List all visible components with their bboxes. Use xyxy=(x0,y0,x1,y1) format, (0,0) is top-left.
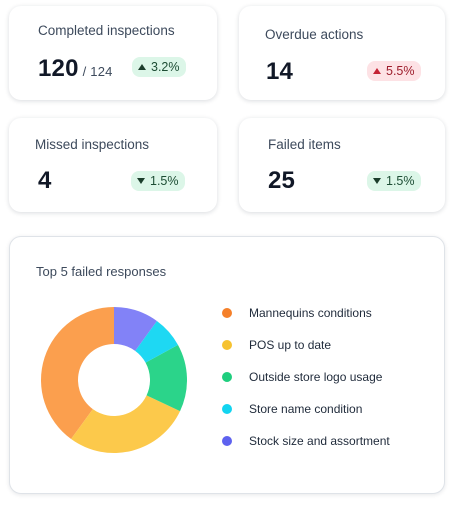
chart-title: Top 5 failed responses xyxy=(36,264,167,279)
legend-item-store-name-condition[interactable]: Store name condition xyxy=(222,402,362,416)
card-title: Overdue actions xyxy=(265,27,364,42)
legend-label: Stock size and assortment xyxy=(249,434,390,448)
arrow-down-icon xyxy=(137,178,145,184)
trend-value: 3.2% xyxy=(151,60,180,74)
card-overdue-actions[interactable]: Overdue actions 14 5.5% xyxy=(239,6,445,100)
metric-total: / 124 xyxy=(82,64,113,79)
trend-value: 1.5% xyxy=(150,174,179,188)
card-missed-inspections[interactable]: Missed inspections 4 1.5% xyxy=(9,118,217,212)
card-title: Completed inspections xyxy=(38,23,175,38)
legend-item-stock-size-and-assortment[interactable]: Stock size and assortment xyxy=(222,434,390,448)
arrow-up-icon xyxy=(373,68,381,74)
card-completed-inspections[interactable]: Completed inspections 120/ 124 3.2% xyxy=(9,6,217,100)
metric-number: 120 xyxy=(38,55,79,82)
legend-item-pos-up-to-date[interactable]: POS up to date xyxy=(222,338,331,352)
legend-dot xyxy=(222,404,232,414)
trend-badge: 3.2% xyxy=(132,57,186,77)
metric-value: 14 xyxy=(266,58,293,86)
trend-badge: 5.5% xyxy=(367,61,421,81)
legend-item-mannequins-conditions[interactable]: Mannequins conditions xyxy=(222,306,372,320)
legend-label: Mannequins conditions xyxy=(249,306,372,320)
metric-value: 25 xyxy=(268,167,295,195)
metric-number: 25 xyxy=(268,167,296,194)
card-title: Failed items xyxy=(268,137,341,152)
chart-card-top-failed-responses: Top 5 failed responses xyxy=(9,236,445,494)
legend-label: Store name condition xyxy=(249,402,363,416)
metric-value: 120/ 124 xyxy=(38,55,113,83)
legend-label: Outside store logo usage xyxy=(249,370,383,384)
metric-value: 4 xyxy=(38,167,52,195)
legend-dot xyxy=(222,340,232,350)
trend-value: 1.5% xyxy=(386,174,415,188)
legend-label: POS up to date xyxy=(249,338,332,352)
card-title: Missed inspections xyxy=(35,137,150,152)
card-failed-items[interactable]: Failed items 25 1.5% xyxy=(239,118,445,212)
metric-number: 4 xyxy=(38,167,52,194)
arrow-up-icon xyxy=(138,64,146,70)
legend-dot xyxy=(222,308,232,318)
legend-dot xyxy=(222,372,232,382)
arrow-down-icon xyxy=(373,178,381,184)
trend-badge: 1.5% xyxy=(131,171,185,191)
metric-number: 14 xyxy=(266,58,294,85)
trend-value: 5.5% xyxy=(386,64,415,78)
legend-dot xyxy=(222,436,232,446)
legend-item-outside-store-logo-usage[interactable]: Outside store logo usage xyxy=(222,370,382,384)
trend-badge: 1.5% xyxy=(367,171,421,191)
